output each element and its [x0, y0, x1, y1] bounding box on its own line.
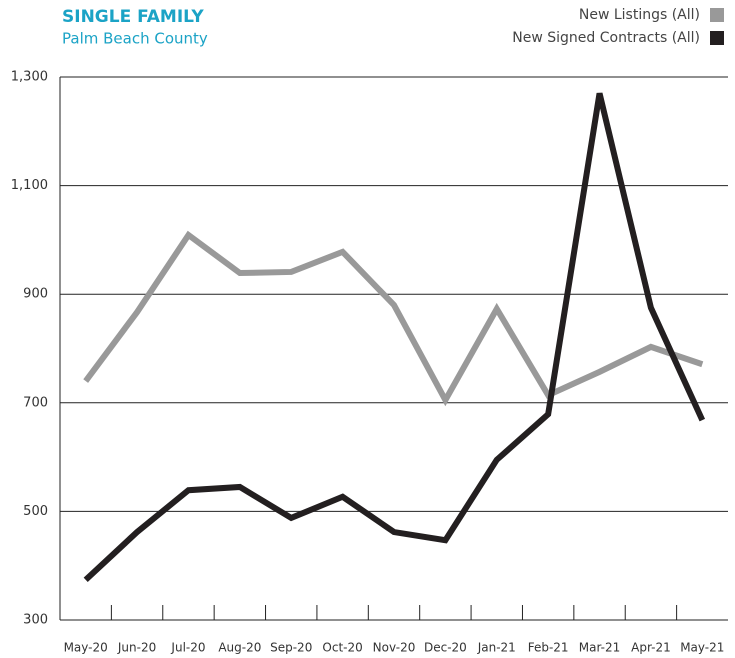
legend-swatch: [710, 31, 724, 45]
x-tick-label: Jul-20: [170, 641, 205, 655]
x-tick-label: Aug-20: [218, 641, 261, 655]
y-tick-label: 300: [23, 613, 48, 628]
y-tick-label: 1,300: [11, 70, 48, 85]
y-tick-label: 500: [23, 504, 48, 519]
x-tick-label: Oct-20: [322, 641, 362, 655]
legend-swatch: [710, 8, 724, 22]
x-tick-label: Jun-20: [117, 641, 156, 655]
chart-subtitle: Palm Beach County: [62, 30, 208, 48]
legend-label: New Signed Contracts (All): [512, 30, 700, 46]
x-tick-label: Mar-21: [579, 641, 620, 655]
x-tick-label: Jan-21: [477, 641, 516, 655]
y-tick-label: 1,100: [11, 178, 48, 193]
x-tick-label: Nov-20: [373, 641, 416, 655]
x-tick-label: May-21: [680, 641, 724, 655]
y-tick-label: 900: [23, 287, 48, 302]
x-tick-label: May-20: [64, 641, 108, 655]
x-tick-label: Feb-21: [528, 641, 569, 655]
y-tick-label: 700: [23, 395, 48, 410]
x-tick-label: Dec-20: [424, 641, 467, 655]
x-tick-label: Sep-20: [270, 641, 312, 655]
legend-label: New Listings (All): [579, 7, 700, 23]
series-line: [83, 92, 706, 583]
x-tick-label: Apr-21: [631, 641, 671, 655]
series-line: [83, 230, 704, 407]
chart-title: SINGLE FAMILY: [62, 7, 204, 27]
